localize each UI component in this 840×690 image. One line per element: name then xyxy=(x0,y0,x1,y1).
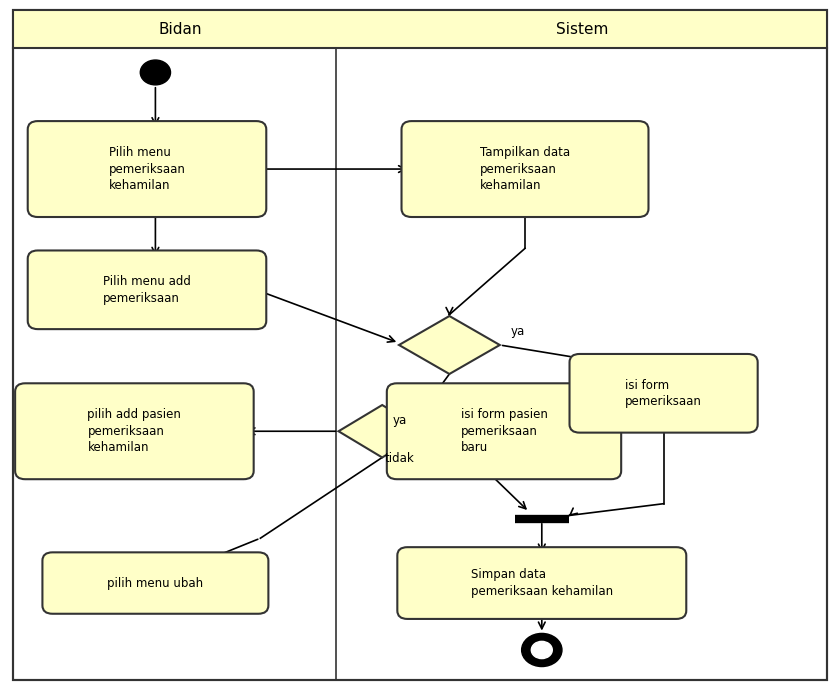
Text: Tampilkan data
pemeriksaan
kehamilan: Tampilkan data pemeriksaan kehamilan xyxy=(480,146,570,192)
Polygon shape xyxy=(339,405,426,457)
Circle shape xyxy=(522,633,562,667)
FancyBboxPatch shape xyxy=(397,547,686,619)
FancyBboxPatch shape xyxy=(570,354,758,433)
Text: Pilih menu
pemeriksaan
kehamilan: Pilih menu pemeriksaan kehamilan xyxy=(108,146,186,192)
Text: pilih menu ubah: pilih menu ubah xyxy=(108,577,203,589)
Text: ya: ya xyxy=(393,414,407,426)
Text: isi form
pemeriksaan: isi form pemeriksaan xyxy=(625,379,702,408)
Text: Pilih menu add
pemeriksaan: Pilih menu add pemeriksaan xyxy=(103,275,191,304)
Polygon shape xyxy=(399,316,500,374)
Bar xyxy=(13,10,827,48)
Text: pilih add pasien
pemeriksaan
kehamilan: pilih add pasien pemeriksaan kehamilan xyxy=(87,408,181,454)
FancyBboxPatch shape xyxy=(15,384,254,479)
Circle shape xyxy=(140,60,171,85)
Text: Sistem: Sistem xyxy=(555,22,608,37)
Text: ya: ya xyxy=(511,326,525,338)
Text: Simpan data
pemeriksaan kehamilan: Simpan data pemeriksaan kehamilan xyxy=(470,569,613,598)
FancyBboxPatch shape xyxy=(42,552,269,614)
FancyBboxPatch shape xyxy=(402,121,648,217)
FancyBboxPatch shape xyxy=(386,384,622,479)
Text: isi form pasien
pemeriksaan
baru: isi form pasien pemeriksaan baru xyxy=(460,408,548,454)
Text: tidak: tidak xyxy=(385,453,414,465)
FancyBboxPatch shape xyxy=(28,121,266,217)
FancyBboxPatch shape xyxy=(28,250,266,329)
Circle shape xyxy=(532,642,552,658)
Text: Bidan: Bidan xyxy=(159,22,202,37)
